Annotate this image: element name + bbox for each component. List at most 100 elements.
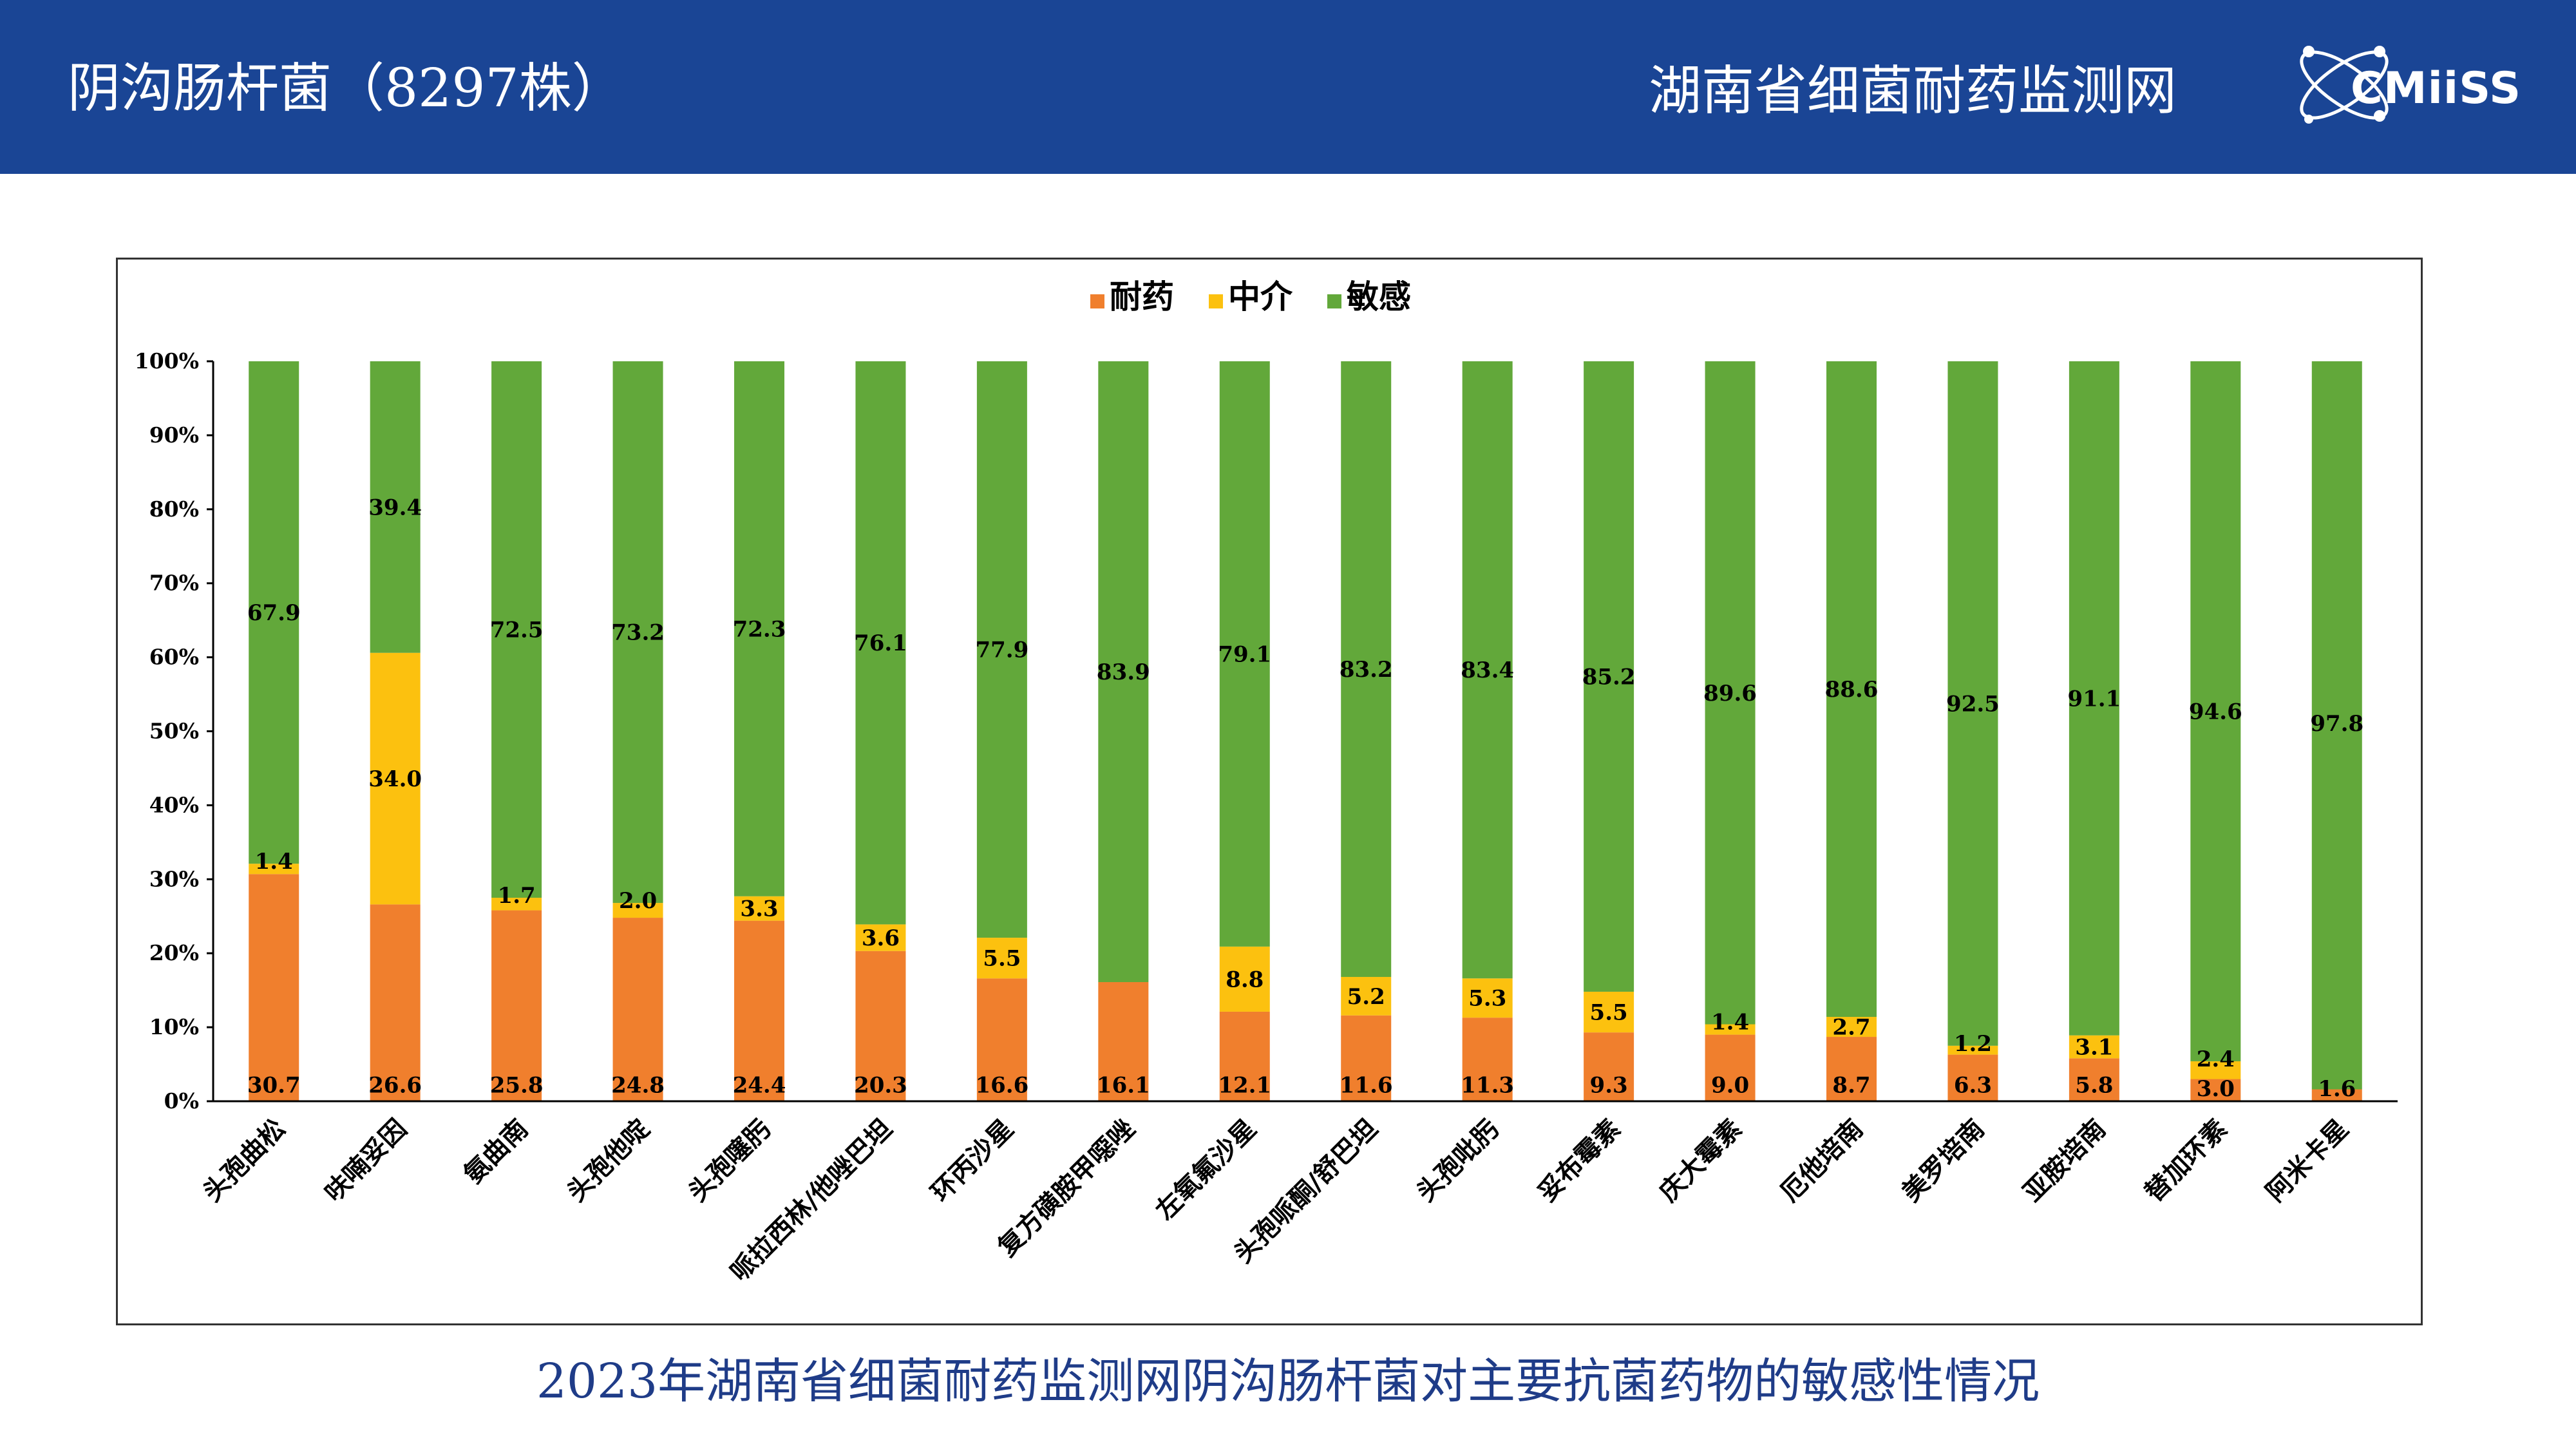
bar-segment-0 <box>1341 1015 1392 1101</box>
bar-segment-1 <box>1462 978 1513 1018</box>
bar-segment-2 <box>855 361 906 925</box>
bar-segment-0 <box>976 978 1027 1101</box>
data-label: 30.7 <box>247 1073 301 1099</box>
cmiiss-logo: CMiiSS <box>2283 26 2521 142</box>
data-label: 72.3 <box>733 616 786 642</box>
data-label: 91.1 <box>2067 686 2121 712</box>
logo-text: CMiiSS <box>2351 63 2522 114</box>
bar-segment-2 <box>370 361 421 653</box>
data-label: 1.4 <box>1711 1010 1749 1036</box>
y-tick-label: 50% <box>149 719 199 744</box>
data-label: 25.8 <box>490 1073 544 1099</box>
bar-segment-1 <box>1947 1045 1998 1055</box>
y-tick-label: 20% <box>149 940 199 965</box>
category-label: 环丙沙星 <box>925 1113 1019 1208</box>
data-label: 1.7 <box>498 883 536 909</box>
category-label: 厄他培南 <box>1775 1113 1869 1208</box>
category-label: 亚胺培南 <box>2018 1113 2112 1208</box>
data-label: 8.8 <box>1226 967 1264 992</box>
data-label: 6.3 <box>1954 1073 1992 1099</box>
bar-segment-2 <box>1705 361 1756 1025</box>
data-label: 83.9 <box>1097 659 1150 685</box>
y-tick-label: 60% <box>149 645 199 670</box>
category-label: 美罗培南 <box>1896 1113 1990 1208</box>
category-label: 头孢曲松 <box>197 1113 291 1208</box>
data-label: 3.3 <box>740 896 778 922</box>
bar-segment-1 <box>1341 976 1392 1016</box>
data-label: 94.6 <box>2189 699 2242 724</box>
data-label: 83.2 <box>1340 657 1393 683</box>
category-label: 头孢噻肟 <box>683 1113 777 1208</box>
data-label: 16.6 <box>975 1073 1028 1099</box>
data-label: 77.9 <box>975 638 1028 663</box>
bar-segment-0 <box>2311 1089 2362 1101</box>
legend-swatch <box>1090 294 1104 308</box>
legend-swatch <box>1209 294 1223 308</box>
bar-segment-0 <box>734 920 784 1101</box>
bar-segment-2 <box>1826 361 1877 1018</box>
chart-caption: 2023年湖南省细菌耐药监测网阴沟肠杆菌对主要抗菌药物的敏感性情况 <box>536 1354 2040 1409</box>
bar-segment-2 <box>1584 361 1634 992</box>
data-label: 5.2 <box>1347 984 1385 1010</box>
bar-segment-2 <box>734 361 784 896</box>
data-label: 20.3 <box>854 1073 907 1099</box>
bar-segment-0 <box>855 951 906 1101</box>
bar-segment-0 <box>2190 1079 2241 1101</box>
bar-segment-2 <box>1947 361 1998 1046</box>
legend-label: 耐药 <box>1110 278 1174 316</box>
page-title: 阴沟肠杆菌（8297株） <box>68 58 625 119</box>
category-label: 替加环素 <box>2139 1113 2233 1208</box>
category-label: 庆大霉素 <box>1653 1113 1747 1208</box>
legend-swatch <box>1327 294 1341 308</box>
y-tick-label: 0% <box>164 1088 199 1113</box>
data-label: 85.2 <box>1582 664 1636 690</box>
chart-frame: 0% 10% 20% 30% 40% 50% 60% 70% 80% 90% 100% 30.7 1.4… <box>116 258 2423 1325</box>
data-label: 11.6 <box>1340 1073 1393 1099</box>
data-label: 2.0 <box>619 888 657 914</box>
data-label: 3.1 <box>2075 1035 2113 1061</box>
bar-segment-0 <box>1584 1032 1634 1101</box>
header-bar: 阴沟肠杆菌（8297株） 湖南省细菌耐药监测网 CMiiSS <box>0 0 2576 174</box>
bar-segment-0 <box>1826 1037 1877 1101</box>
data-label: 76.1 <box>854 630 907 656</box>
data-label: 24.4 <box>733 1073 786 1099</box>
bar-segment-0 <box>612 918 663 1101</box>
y-tick-label: 100% <box>135 348 199 374</box>
data-label: 79.1 <box>1218 641 1271 667</box>
bar-segment-1 <box>249 864 299 875</box>
data-label: 5.5 <box>983 946 1021 972</box>
data-label: 72.5 <box>490 618 544 643</box>
data-label: 67.9 <box>247 600 301 626</box>
data-label: 24.8 <box>611 1073 665 1099</box>
data-label: 3.6 <box>862 925 900 951</box>
data-label: 9.0 <box>1711 1073 1749 1099</box>
y-tick-label: 40% <box>149 792 199 817</box>
bar-segment-1 <box>1219 946 1270 1012</box>
bar-segment-1 <box>734 896 784 921</box>
legend-label: 敏感 <box>1347 278 1411 316</box>
bar-segment-0 <box>1098 982 1149 1101</box>
y-tick-label: 70% <box>149 571 199 596</box>
bar-segment-2 <box>1462 361 1513 979</box>
bar-segment-1 <box>2069 1035 2119 1059</box>
bar-segment-0 <box>370 904 421 1101</box>
bar-segment-0 <box>2069 1058 2119 1101</box>
bar-segment-2 <box>2069 361 2119 1036</box>
bar-segment-1 <box>855 924 906 951</box>
category-label: 头孢他啶 <box>561 1113 655 1208</box>
bar-segment-2 <box>1219 361 1270 947</box>
data-label: 26.6 <box>368 1073 422 1099</box>
category-label: 氨曲南 <box>458 1113 534 1189</box>
data-label: 1.6 <box>2318 1076 2356 1102</box>
data-label: 9.3 <box>1590 1073 1628 1099</box>
y-tick-label: 80% <box>149 497 199 522</box>
bar-segment-0 <box>1705 1034 1756 1101</box>
bar-segment-2 <box>976 361 1027 938</box>
bar-segment-1 <box>2190 1061 2241 1079</box>
bar-segment-1 <box>976 938 1027 979</box>
legend-label: 中介 <box>1228 278 1293 316</box>
stacked-bar-chart: 0% 10% 20% 30% 40% 50% 60% 70% 80% 90% 100% 30.7 1.4… <box>135 278 2398 1287</box>
data-label: 34.0 <box>368 766 422 792</box>
organization-name: 湖南省细菌耐药监测网 <box>1649 61 2177 122</box>
bar-segment-0 <box>1219 1011 1270 1101</box>
